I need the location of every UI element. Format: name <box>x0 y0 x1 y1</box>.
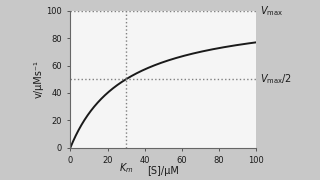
Text: $K_m$: $K_m$ <box>119 161 133 175</box>
X-axis label: [S]/μM: [S]/μM <box>147 166 179 176</box>
Y-axis label: v/μMs⁻¹: v/μMs⁻¹ <box>34 60 44 98</box>
Text: $V_{\mathrm{max}}/2$: $V_{\mathrm{max}}/2$ <box>260 72 292 86</box>
Text: $V_{\mathrm{max}}$: $V_{\mathrm{max}}$ <box>260 4 283 18</box>
